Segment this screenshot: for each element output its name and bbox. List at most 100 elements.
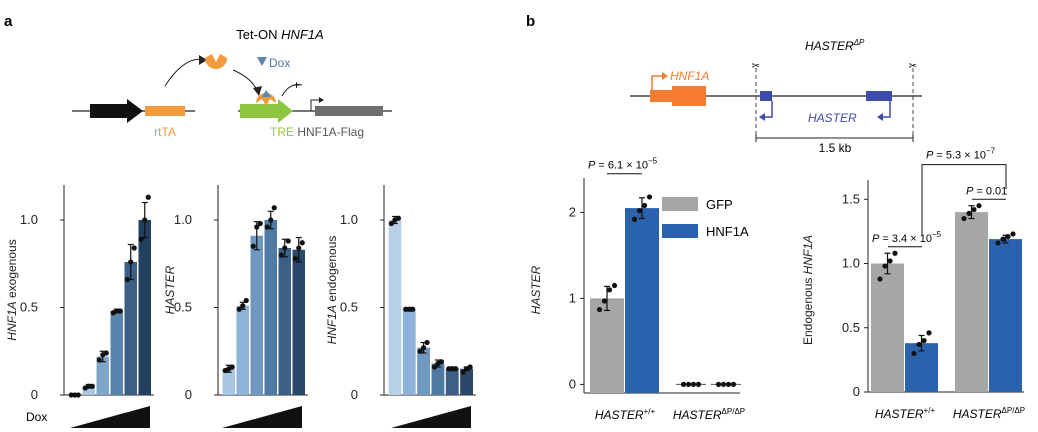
data-point (254, 224, 260, 230)
y-tick-label: 1.0 (340, 212, 358, 227)
dox-ramp-1 (70, 406, 150, 428)
data-point (730, 381, 737, 387)
group-label: HASTERΔP/ΔP (673, 407, 745, 422)
data-point (976, 203, 982, 209)
data-point (117, 308, 123, 314)
data-point (257, 220, 263, 227)
data-point (601, 298, 608, 304)
data-point (89, 383, 95, 389)
data-point (966, 210, 972, 217)
haster-tss-2 (880, 101, 891, 118)
data-point (631, 216, 638, 222)
pvalue-label: P = 5.3 × 10−7 (926, 147, 996, 162)
y-tick-label: 1 (569, 290, 576, 305)
data-point (417, 348, 423, 354)
dox-bound-icon (262, 90, 271, 97)
plus-label: + (293, 78, 300, 92)
data-point (240, 303, 246, 309)
y-axis-label: HNF1A endogenous (325, 236, 339, 345)
data-point (611, 282, 618, 289)
hnf1a-exon-small (650, 90, 672, 102)
y-axis-label: HASTER (529, 265, 543, 314)
data-point (388, 220, 395, 227)
y-tick-label: 0 (351, 387, 358, 402)
y-tick-label: 1.0 (174, 212, 192, 227)
y-axis-label: HNF1A exogenous (5, 239, 19, 340)
scissors-icon-left: ✂ (752, 61, 760, 72)
data-point (145, 194, 151, 200)
data-point (685, 381, 692, 387)
arrow-head-2 (253, 86, 262, 96)
data-point (138, 236, 144, 242)
legend-label-gfp: GFP (706, 197, 733, 212)
data-point (410, 306, 416, 312)
data-point (971, 206, 977, 213)
legend-label-hnf1a: HNF1A (706, 224, 749, 239)
haster-tss-2-head (877, 113, 883, 121)
data-point (720, 381, 727, 387)
data-point (641, 202, 648, 209)
y-tick-label: 0.5 (20, 300, 38, 315)
data-point (250, 243, 256, 249)
data-point (142, 217, 148, 223)
y-tick-label: 1.0 (20, 212, 38, 227)
data-point (606, 287, 613, 293)
data-point (264, 224, 270, 230)
data-point (75, 392, 81, 398)
data-point (1010, 231, 1016, 237)
haster-exon-1 (760, 91, 772, 101)
hnf1a-tss-head (662, 72, 668, 80)
data-point (1005, 233, 1011, 240)
schematic-b: HASTERΔP HNF1A HASTER ✂ ✂ 1.5 kb (630, 38, 922, 155)
data-point (921, 338, 927, 344)
data-point (453, 366, 459, 372)
bar (431, 363, 445, 395)
y-tick-label: 0.5 (340, 300, 358, 315)
hnf1a-gene-label: HNF1A (670, 69, 709, 83)
chart-haster: 0 0.5 1.0 HASTER (163, 185, 308, 402)
tss-arrowhead (319, 97, 324, 103)
chart-endogenous-hnf1a-b: 0 0.5 1.0 1.5 HASTER+/+ HASTERΔP/ΔP Endogenous… (801, 147, 1025, 421)
hnf1a-tss-arrow (651, 75, 665, 90)
bar (138, 220, 151, 395)
pvalue-label: P = 6.1 × 10−5 (588, 157, 658, 172)
haster-dp-title: HASTERΔP (805, 38, 865, 53)
data-point (695, 381, 702, 387)
data-point (892, 250, 898, 256)
data-point (715, 381, 722, 387)
data-point (916, 341, 922, 348)
bar (402, 309, 416, 395)
y-tick-label: 0 (185, 387, 192, 402)
data-point (596, 306, 603, 313)
rtta-bound-icon (256, 93, 276, 106)
y-tick-label: 1.5 (842, 191, 860, 206)
data-point (877, 276, 883, 282)
group-label: HASTER+/+ (595, 407, 656, 422)
bar (278, 248, 291, 395)
construct-title: Tet-ON HNF1A (236, 27, 323, 42)
data-point (128, 259, 134, 265)
bar (222, 368, 235, 395)
data-point (292, 255, 298, 262)
data-point (460, 369, 466, 375)
tss-arrow (310, 99, 322, 111)
data-point (96, 357, 102, 363)
data-point (882, 263, 888, 269)
bar (236, 305, 249, 395)
pvalue-bracket-3 (921, 164, 1007, 236)
dox-axis-label: Dox (26, 410, 47, 424)
group-label: HASTER+/+ (875, 406, 936, 421)
data-point (103, 350, 109, 356)
haster-tss-1-head (759, 113, 765, 121)
bar (124, 262, 137, 395)
data-point (420, 345, 427, 351)
bar-hnf1a (989, 239, 1022, 392)
bar (250, 235, 263, 395)
bar (445, 368, 459, 395)
dox-ramp-2 (222, 406, 302, 428)
pvalue-label: P = 0.01 (966, 185, 1007, 197)
bar (388, 220, 402, 395)
pvalue-label: P = 3.4 × 10−5 (872, 230, 942, 245)
